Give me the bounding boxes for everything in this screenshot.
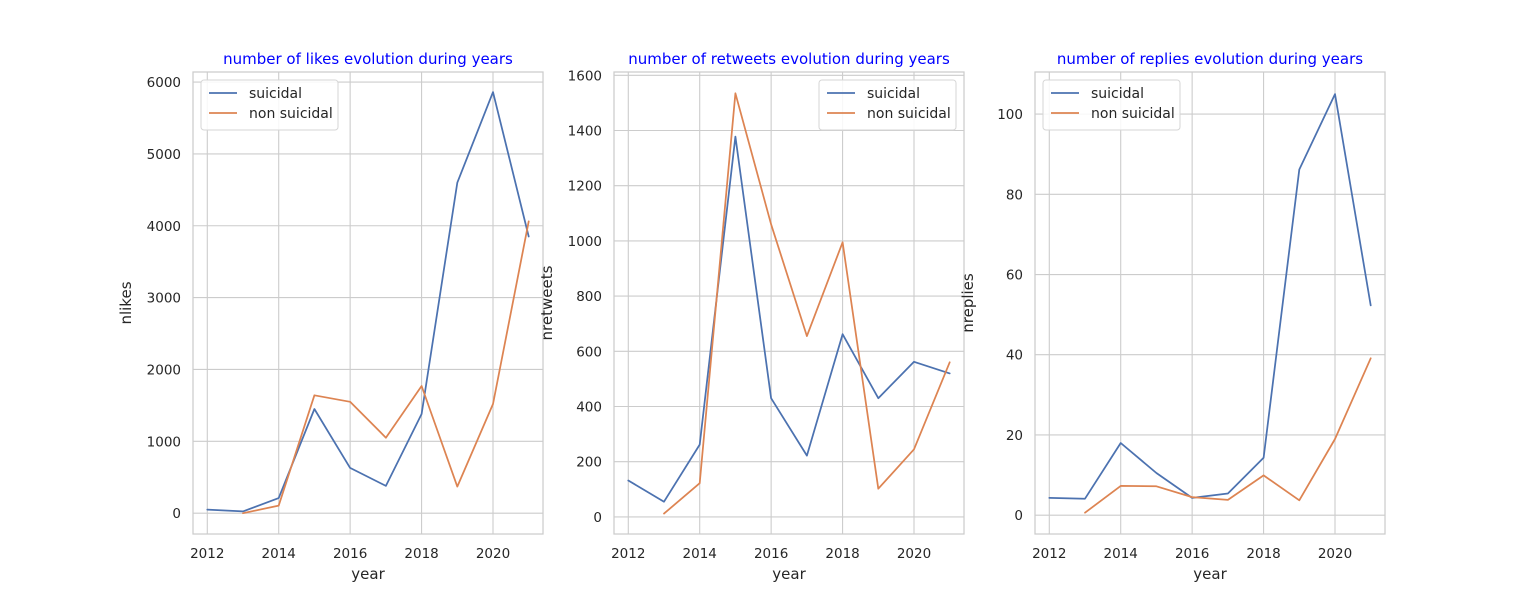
chart-title: number of likes evolution during years — [223, 50, 513, 68]
plot-area — [1035, 72, 1385, 534]
x-tick-label: 2016 — [754, 546, 788, 562]
series-line-non-suicidal — [663, 92, 951, 515]
legend-entry: suicidal — [867, 86, 920, 102]
legend-entry: non suicidal — [867, 106, 951, 122]
y-tick-label: 0 — [1014, 508, 1023, 524]
plot-area — [614, 72, 964, 534]
x-tick-label: 2014 — [262, 546, 296, 562]
y-tick-label: 6000 — [147, 75, 181, 91]
y-tick-label: 0 — [172, 506, 181, 522]
x-axis-label: year — [772, 565, 806, 583]
y-tick-label: 800 — [576, 289, 602, 305]
x-tick-label: 2020 — [1318, 546, 1352, 562]
y-tick-label: 1000 — [147, 434, 181, 450]
x-tick-label: 2012 — [1032, 546, 1066, 562]
x-tick-label: 2020 — [476, 546, 510, 562]
chart-panel-3: 2012 2014 2016 2018 2020 0 20 40 60 80 100 number o… — [959, 50, 1386, 583]
series-line-suicidal — [1048, 93, 1372, 500]
legend: suicidal non suicidal — [200, 79, 339, 131]
y-tick-label: 600 — [576, 344, 602, 360]
y-tick-label: 80 — [1006, 187, 1023, 203]
y-tick-label: 0 — [593, 510, 602, 526]
x-axis-label: year — [1193, 565, 1227, 583]
y-tick-label: 100 — [997, 107, 1023, 123]
legend-entry: suicidal — [1091, 86, 1144, 102]
chart-title: number of retweets evolution during year… — [628, 50, 950, 68]
x-tick-label: 2016 — [333, 546, 367, 562]
x-tick-label: 2014 — [683, 546, 717, 562]
series-line-suicidal — [627, 135, 951, 503]
plot-area — [193, 72, 543, 534]
y-tick-label: 400 — [576, 399, 602, 415]
y-tick-label: 40 — [1006, 348, 1023, 364]
x-tick-label: 2018 — [404, 546, 438, 562]
legend-entry: non suicidal — [249, 106, 333, 122]
x-tick-label: 2016 — [1175, 546, 1209, 562]
x-tick-label: 2014 — [1104, 546, 1138, 562]
chart-panel-1: 2012 2014 2016 2018 2020 0 1000 2000 3000 4000 500… — [117, 50, 544, 583]
y-tick-label: 1400 — [568, 124, 602, 140]
x-tick-label: 2012 — [190, 546, 224, 562]
chart-title: number of replies evolution during years — [1057, 50, 1363, 68]
series-line-non-suicidal — [242, 220, 530, 515]
legend-entry: non suicidal — [1091, 106, 1175, 122]
axes-frame — [613, 71, 965, 535]
y-axis-label: nreplies — [959, 273, 977, 333]
y-tick-label: 1600 — [568, 68, 602, 84]
y-axis-label: nlikes — [117, 281, 135, 324]
y-tick-label: 20 — [1006, 428, 1023, 444]
x-tick-label: 2012 — [611, 546, 645, 562]
x-tick-label: 2020 — [897, 546, 931, 562]
y-axis-label: nretweets — [538, 265, 556, 340]
x-tick-label: 2018 — [825, 546, 859, 562]
y-tick-label: 1000 — [568, 234, 602, 250]
legend-entry: suicidal — [249, 86, 302, 102]
legend: suicidal non suicidal — [818, 79, 957, 131]
series-line-non-suicidal — [1084, 357, 1372, 514]
y-tick-label: 3000 — [147, 291, 181, 307]
y-tick-label: 5000 — [147, 147, 181, 163]
y-tick-label: 1200 — [568, 179, 602, 195]
x-tick-label: 2018 — [1246, 546, 1280, 562]
y-tick-label: 2000 — [147, 362, 181, 378]
legend: suicidal non suicidal — [1042, 79, 1181, 131]
axes-frame — [192, 71, 544, 535]
chart-panel-2: 2012 2014 2016 2018 2020 0 200 400 600 800 1000 120… — [538, 50, 965, 583]
y-tick-label: 200 — [576, 455, 602, 471]
y-tick-label: 4000 — [147, 219, 181, 235]
x-axis-label: year — [351, 565, 385, 583]
series-line-suicidal — [206, 91, 530, 513]
axes-frame — [1034, 71, 1386, 535]
y-tick-label: 60 — [1006, 268, 1023, 284]
